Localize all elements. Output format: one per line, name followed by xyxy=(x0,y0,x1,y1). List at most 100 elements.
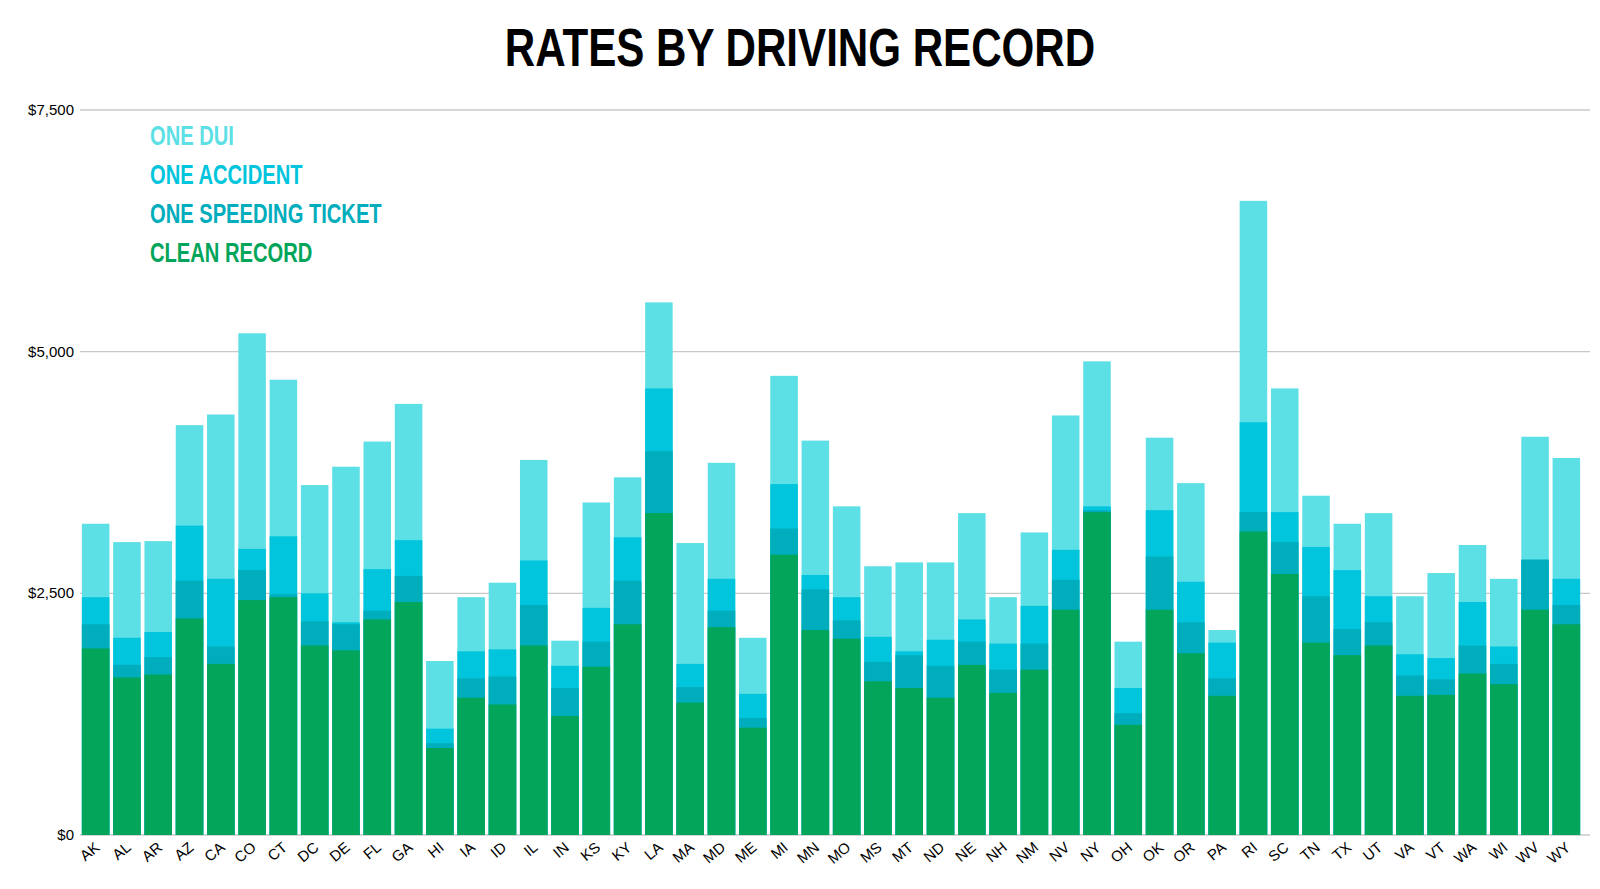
bar xyxy=(1177,653,1205,835)
bar xyxy=(1302,547,1330,835)
bar xyxy=(1396,696,1424,835)
bar xyxy=(270,380,298,835)
bar xyxy=(739,638,767,835)
bar xyxy=(332,650,360,835)
bar xyxy=(113,665,141,835)
bar xyxy=(802,441,830,835)
bar xyxy=(676,664,704,835)
bar xyxy=(301,621,329,835)
bar xyxy=(301,593,329,835)
bar xyxy=(864,637,892,835)
bar xyxy=(1396,596,1424,835)
x-tick-label: FL xyxy=(360,838,384,862)
bar xyxy=(1302,496,1330,835)
x-tick-label: WV xyxy=(1513,838,1542,867)
x-tick-label: ME xyxy=(732,838,760,865)
bar xyxy=(1240,531,1268,835)
bar xyxy=(739,694,767,835)
bar xyxy=(207,647,235,836)
bar xyxy=(1240,512,1268,835)
bar xyxy=(551,641,579,835)
x-tick-label: WA xyxy=(1450,838,1479,866)
bar xyxy=(520,646,548,835)
x-tick-label: MI xyxy=(767,838,791,862)
x-tick-label: TN xyxy=(1297,838,1323,864)
bar xyxy=(583,667,611,835)
bar xyxy=(82,624,110,835)
bar xyxy=(1146,510,1174,835)
x-tick-label: MD xyxy=(700,838,729,866)
bar xyxy=(1083,506,1111,835)
legend-entry: CLEAN RECORD xyxy=(150,237,312,268)
bar xyxy=(270,594,298,835)
bar xyxy=(426,729,454,835)
bar xyxy=(1302,596,1330,835)
x-tick-label: OR xyxy=(1170,838,1198,866)
bar xyxy=(1459,674,1487,835)
bar xyxy=(676,543,704,835)
bar xyxy=(426,661,454,835)
bar xyxy=(1427,679,1455,835)
bar xyxy=(1521,560,1549,835)
bar xyxy=(1521,610,1549,835)
bar xyxy=(144,657,172,835)
bar xyxy=(1427,695,1455,835)
bar xyxy=(176,526,204,835)
x-tick-label: CA xyxy=(201,838,228,864)
bar xyxy=(1427,658,1455,835)
bar xyxy=(927,562,955,835)
bar xyxy=(395,540,423,835)
bar xyxy=(676,687,704,835)
bar xyxy=(1271,388,1299,835)
bar xyxy=(426,743,454,835)
x-tick-label: NM xyxy=(1013,838,1042,866)
bar xyxy=(989,693,1017,835)
bar xyxy=(82,597,110,835)
y-tick-label: $2,500 xyxy=(28,584,74,601)
bar xyxy=(551,688,579,835)
x-tick-label: MS xyxy=(857,838,885,865)
bar xyxy=(895,651,923,835)
bar xyxy=(1177,483,1205,835)
bar xyxy=(1021,532,1049,835)
x-tick-label: MO xyxy=(824,838,853,867)
bar xyxy=(927,698,955,835)
bar xyxy=(1083,512,1111,835)
bar xyxy=(176,581,204,835)
bar xyxy=(1334,570,1362,835)
bar xyxy=(1208,630,1236,835)
y-tick-label: $7,500 xyxy=(28,101,74,118)
x-tick-label: VA xyxy=(1391,838,1416,863)
bar xyxy=(1021,644,1049,835)
bar xyxy=(583,608,611,835)
bar xyxy=(708,611,736,835)
y-tick-label: $5,000 xyxy=(28,343,74,360)
bar xyxy=(332,622,360,835)
bar xyxy=(113,638,141,835)
bar xyxy=(1146,557,1174,835)
bar xyxy=(395,404,423,835)
bar xyxy=(457,597,485,835)
bar xyxy=(238,600,266,835)
bar xyxy=(833,620,861,835)
x-tick-label: AZ xyxy=(171,838,197,863)
bar xyxy=(802,589,830,835)
title: RATES BY DRIVING RECORD xyxy=(505,17,1095,77)
bar xyxy=(238,570,266,835)
bar xyxy=(1459,602,1487,835)
bar xyxy=(1459,646,1487,835)
x-tick-label: KY xyxy=(608,838,634,864)
bar xyxy=(1302,643,1330,835)
x-tick-label: ND xyxy=(920,838,948,865)
x-tick-label: NY xyxy=(1077,838,1104,864)
x-tick-label: RI xyxy=(1238,838,1260,861)
x-tick-label: NE xyxy=(952,838,979,864)
legend-entry: ONE DUI xyxy=(150,120,234,151)
bar xyxy=(1365,596,1393,835)
bar xyxy=(1365,622,1393,835)
bar xyxy=(1334,524,1362,835)
bar xyxy=(113,542,141,835)
bar xyxy=(364,619,392,835)
bar xyxy=(1334,629,1362,835)
bar xyxy=(1208,678,1236,835)
